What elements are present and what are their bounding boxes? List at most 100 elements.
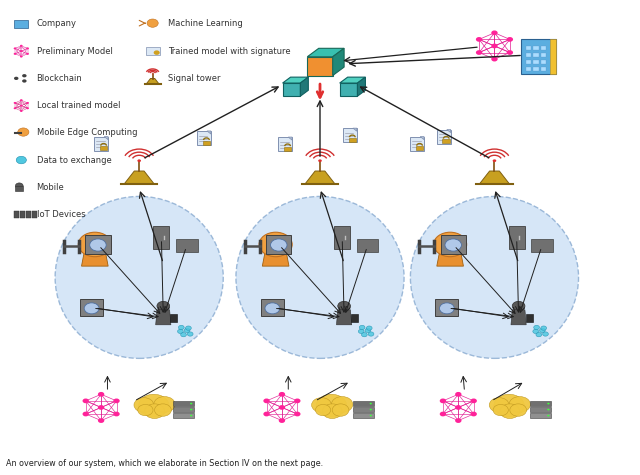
Circle shape — [145, 404, 164, 418]
Circle shape — [318, 159, 322, 162]
Circle shape — [184, 328, 190, 332]
Circle shape — [316, 394, 347, 417]
Circle shape — [263, 412, 269, 417]
FancyBboxPatch shape — [436, 130, 451, 143]
Bar — [509, 226, 525, 249]
Circle shape — [83, 399, 89, 403]
Bar — [541, 53, 546, 57]
Circle shape — [90, 239, 106, 251]
Circle shape — [152, 74, 154, 75]
Bar — [533, 67, 538, 71]
Bar — [203, 141, 210, 145]
Polygon shape — [288, 137, 292, 140]
Bar — [33, 211, 37, 218]
Circle shape — [294, 399, 301, 403]
Text: Mobile Edge Computing: Mobile Edge Computing — [36, 128, 137, 137]
Circle shape — [543, 332, 548, 336]
Bar — [26, 211, 31, 218]
Bar — [522, 39, 556, 75]
FancyBboxPatch shape — [145, 47, 160, 55]
Bar — [85, 235, 111, 254]
Bar — [353, 413, 374, 418]
Bar — [541, 60, 546, 64]
Text: An overview of our system, which we elaborate in Section IV on the next page.: An overview of our system, which we elab… — [6, 459, 323, 468]
Circle shape — [493, 404, 508, 416]
Circle shape — [147, 19, 158, 27]
Circle shape — [98, 405, 104, 410]
Circle shape — [188, 332, 193, 336]
Polygon shape — [340, 77, 365, 83]
FancyBboxPatch shape — [343, 128, 356, 142]
Bar — [525, 60, 531, 64]
Circle shape — [186, 326, 191, 330]
Circle shape — [294, 412, 301, 417]
Circle shape — [536, 332, 541, 337]
Text: Machine Learning: Machine Learning — [168, 19, 243, 28]
Circle shape — [177, 329, 183, 333]
Bar — [334, 226, 350, 249]
Polygon shape — [305, 171, 335, 184]
Circle shape — [265, 303, 280, 314]
Circle shape — [138, 159, 141, 162]
Circle shape — [370, 408, 372, 410]
Circle shape — [20, 99, 22, 101]
Circle shape — [476, 37, 483, 42]
Bar — [525, 53, 531, 57]
Bar — [435, 299, 458, 316]
Circle shape — [470, 412, 477, 417]
Bar — [14, 211, 19, 218]
Polygon shape — [479, 171, 510, 184]
Circle shape — [13, 48, 16, 49]
Circle shape — [179, 325, 184, 330]
Circle shape — [455, 392, 461, 397]
Circle shape — [26, 107, 29, 109]
Circle shape — [98, 418, 104, 423]
Circle shape — [13, 102, 16, 104]
Polygon shape — [353, 128, 356, 131]
Circle shape — [507, 37, 513, 42]
Circle shape — [492, 30, 498, 35]
Circle shape — [494, 394, 524, 417]
Ellipse shape — [410, 197, 579, 358]
Circle shape — [259, 232, 292, 256]
Text: Trained model with signature: Trained model with signature — [168, 47, 291, 56]
Bar — [531, 407, 551, 412]
Bar — [176, 239, 198, 252]
Circle shape — [366, 326, 372, 330]
Circle shape — [13, 107, 16, 109]
Bar — [531, 413, 551, 418]
Circle shape — [370, 403, 372, 404]
Text: IoT Devices: IoT Devices — [36, 210, 85, 219]
Circle shape — [134, 398, 154, 412]
Bar — [173, 407, 194, 412]
Polygon shape — [437, 252, 463, 266]
Circle shape — [279, 405, 285, 410]
Circle shape — [138, 404, 153, 416]
Circle shape — [22, 74, 27, 77]
Text: Mobile: Mobile — [36, 183, 64, 192]
Polygon shape — [447, 130, 451, 133]
Circle shape — [332, 397, 353, 412]
Circle shape — [547, 415, 550, 417]
Bar — [533, 60, 538, 64]
Circle shape — [540, 328, 545, 332]
Circle shape — [510, 404, 527, 416]
Circle shape — [547, 403, 550, 404]
Circle shape — [20, 110, 22, 112]
Bar — [20, 211, 25, 218]
Circle shape — [20, 56, 22, 57]
Bar — [173, 413, 194, 418]
Circle shape — [13, 53, 16, 55]
Text: Signal tower: Signal tower — [168, 74, 220, 83]
Circle shape — [316, 404, 331, 416]
Circle shape — [509, 397, 531, 412]
Circle shape — [455, 418, 461, 423]
Bar — [550, 39, 556, 75]
Circle shape — [440, 303, 454, 314]
Circle shape — [359, 325, 365, 330]
Ellipse shape — [236, 197, 404, 358]
Circle shape — [14, 76, 19, 80]
Circle shape — [20, 45, 22, 47]
Polygon shape — [283, 77, 308, 83]
Bar — [533, 46, 538, 50]
